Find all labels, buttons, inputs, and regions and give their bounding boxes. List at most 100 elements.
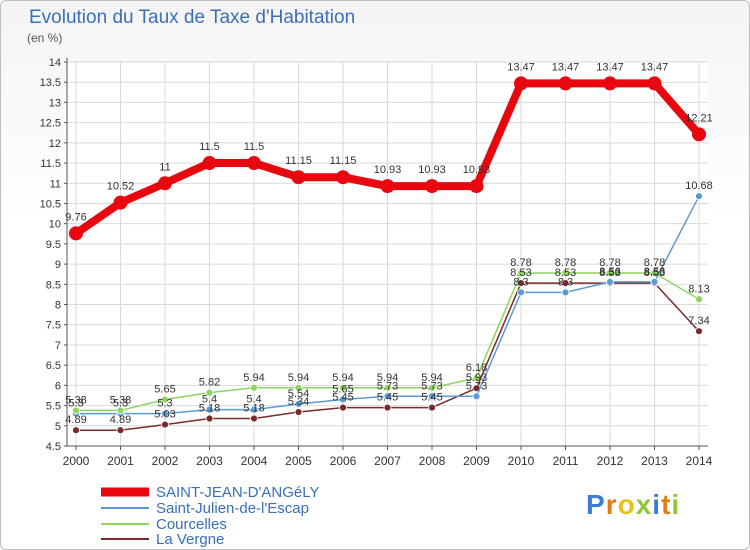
data-point	[695, 327, 703, 336]
x-tick-label: 2008	[419, 454, 446, 468]
proxiti-logo: Proxiti	[586, 489, 680, 521]
data-point	[561, 269, 570, 277]
data-point	[383, 383, 392, 392]
data-label: 5.3	[113, 398, 128, 410]
data-label: 5.94	[332, 372, 353, 384]
y-tick-label: 7	[55, 340, 61, 352]
data-label: 11.15	[330, 155, 357, 167]
data-label: 8.78	[599, 257, 620, 269]
data-label: 5.4	[202, 394, 217, 406]
data-point	[158, 176, 172, 191]
data-label: 11.5	[199, 141, 220, 153]
data-point	[469, 179, 484, 194]
data-point	[250, 405, 258, 414]
data-label: 8.78	[644, 257, 665, 269]
y-tick-label: 12	[49, 138, 61, 150]
data-point	[69, 226, 83, 241]
data-point	[161, 395, 169, 404]
y-tick-label: 4.5	[46, 441, 61, 453]
data-label: 8.13	[688, 283, 709, 295]
data-label: 5.38	[65, 394, 86, 406]
data-label: 5.73	[377, 380, 398, 392]
data-point	[425, 179, 439, 194]
data-point	[336, 170, 350, 185]
legend-label-la-vergne: La Vergne	[156, 531, 225, 548]
data-label: 4.89	[110, 414, 131, 426]
legend-label-saint-jean: SAINT-JEAN-D'ANGéLY	[156, 484, 320, 501]
data-point	[650, 269, 659, 277]
data-label: 7.34	[688, 315, 709, 327]
data-label: 8.53	[510, 267, 531, 279]
y-tick-label: 14	[49, 57, 61, 69]
data-label: 5.45	[332, 392, 353, 404]
x-tick-label: 2002	[152, 454, 179, 468]
data-point	[202, 156, 217, 171]
data-point	[247, 156, 261, 171]
x-tick-label: 2011	[553, 454, 579, 468]
data-point	[606, 269, 614, 277]
data-label: 10.93	[418, 164, 446, 176]
logo-letter: i	[671, 489, 681, 520]
data-label: 5.94	[243, 372, 264, 384]
data-label: 13.47	[552, 61, 580, 73]
data-point	[116, 406, 125, 415]
y-tick-label: 11	[50, 178, 61, 190]
data-point	[161, 420, 169, 429]
data-label: 5.73	[421, 380, 442, 392]
data-label: 8.56	[599, 266, 620, 278]
unit-label: (en %)	[27, 31, 63, 45]
x-tick-label: 2005	[285, 454, 312, 468]
data-point	[603, 76, 617, 91]
data-label: 5.73	[466, 380, 487, 392]
data-label: 10.68	[685, 180, 713, 192]
data-label: 5.4	[246, 394, 261, 406]
data-label: 5.54	[288, 388, 309, 400]
data-label: 10.93	[463, 164, 491, 176]
y-tick-label: 6.5	[46, 360, 61, 372]
data-label: 5.3	[68, 398, 83, 410]
data-point	[294, 408, 303, 416]
data-label: 5.93	[466, 372, 487, 384]
data-point	[383, 403, 392, 412]
x-tick-label: 2012	[597, 454, 624, 468]
data-label: 5.94	[421, 372, 442, 384]
legend-label-courcelles: Courcelles	[156, 516, 227, 533]
data-point	[695, 192, 703, 201]
logo-letter: r	[605, 489, 618, 520]
y-tick-label: 5	[55, 421, 61, 433]
data-label: 5.45	[377, 392, 398, 404]
y-tick-label: 8.5	[46, 279, 61, 291]
data-label: 10.93	[374, 164, 402, 176]
data-label: 8.78	[510, 257, 531, 269]
data-label: 5.18	[199, 403, 220, 415]
data-point	[380, 179, 395, 194]
y-tick-label: 5.5	[46, 401, 61, 413]
data-point	[250, 383, 258, 392]
legend-label-saint-julien: Saint-Julien-de-l'Escap	[156, 500, 309, 517]
data-point	[428, 403, 436, 412]
y-tick-label: 11.5	[40, 158, 61, 170]
data-label: 4.89	[65, 414, 86, 426]
data-label: 8.3	[513, 276, 528, 288]
x-tick-label: 2007	[374, 454, 401, 468]
x-tick-label: 2001	[107, 454, 134, 468]
data-point	[647, 76, 662, 91]
y-tick-label: 6	[55, 380, 61, 392]
data-label: 5.45	[421, 392, 442, 404]
data-point	[561, 288, 570, 297]
logo-letter: o	[617, 489, 636, 520]
data-label: 8.3	[558, 276, 573, 288]
data-point	[695, 295, 703, 304]
data-label: 5.34	[288, 396, 309, 408]
data-point	[250, 414, 258, 423]
data-label: 5.94	[288, 372, 309, 384]
data-point	[294, 400, 303, 408]
chart-title: Evolution du Taux de Taxe d'Habitation	[29, 7, 356, 28]
x-tick-label: 2004	[241, 454, 268, 468]
x-tick-label: 2013	[641, 454, 668, 468]
data-label: 5.18	[243, 403, 264, 415]
data-label: 5.03	[154, 409, 175, 421]
data-label: 6.18	[466, 362, 487, 374]
data-label: 11	[159, 161, 170, 173]
